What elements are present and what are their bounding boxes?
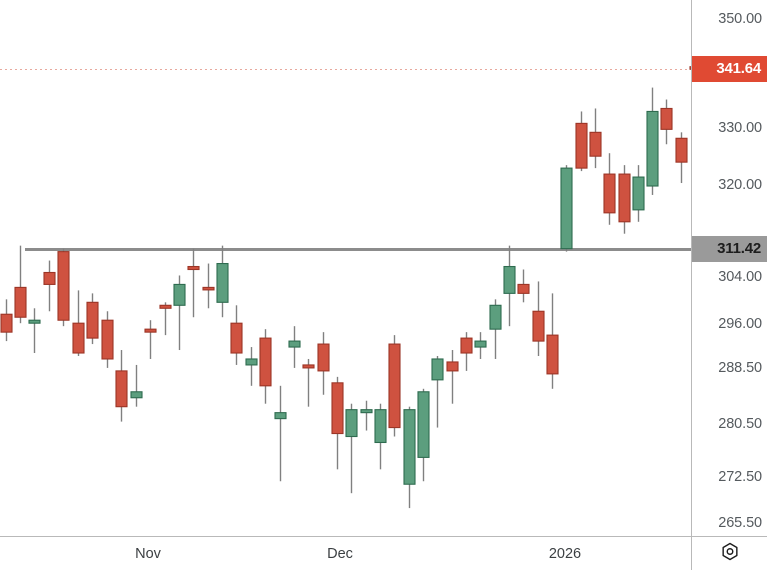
support-price-badge[interactable]: 311.42 bbox=[692, 236, 767, 263]
candle bbox=[403, 406, 416, 509]
time-axis[interactable]: Nov Dec 2026 bbox=[0, 536, 691, 570]
time-tick-label: Nov bbox=[135, 546, 161, 562]
candle bbox=[546, 293, 559, 389]
candle bbox=[618, 165, 631, 234]
price-tick-label: 320.00 bbox=[718, 177, 762, 193]
candle bbox=[431, 355, 444, 428]
candle bbox=[86, 293, 99, 345]
candle bbox=[417, 388, 430, 482]
plot-area[interactable] bbox=[0, 0, 691, 536]
candle bbox=[43, 260, 56, 312]
candle bbox=[159, 302, 172, 336]
time-tick-label: Dec bbox=[327, 546, 353, 562]
candle bbox=[560, 165, 573, 252]
candle bbox=[474, 332, 487, 359]
candle bbox=[14, 245, 27, 324]
candle bbox=[689, 66, 691, 70]
candle bbox=[603, 153, 616, 225]
price-tick-label: 296.00 bbox=[718, 316, 762, 332]
candle bbox=[28, 308, 41, 354]
price-tick-label: 330.00 bbox=[718, 120, 762, 136]
candle-series bbox=[0, 66, 691, 509]
candle bbox=[360, 400, 373, 431]
candle bbox=[0, 299, 13, 342]
candle bbox=[259, 329, 272, 404]
candle bbox=[660, 99, 673, 145]
candle bbox=[632, 165, 645, 222]
candle bbox=[101, 311, 114, 368]
candle bbox=[72, 290, 85, 356]
candle bbox=[245, 347, 258, 386]
price-tick-label: 265.50 bbox=[718, 515, 762, 531]
candle bbox=[202, 263, 215, 309]
price-tick-label: 288.50 bbox=[718, 360, 762, 376]
support-level-line[interactable] bbox=[25, 248, 691, 251]
candle bbox=[374, 403, 387, 470]
candle bbox=[388, 335, 401, 437]
candle bbox=[589, 108, 602, 169]
candle bbox=[345, 403, 358, 494]
candle bbox=[130, 364, 143, 407]
candle bbox=[302, 358, 315, 407]
price-tick-label: 272.50 bbox=[718, 469, 762, 485]
time-tick-label: 2026 bbox=[548, 546, 582, 562]
candle bbox=[575, 111, 588, 172]
candle bbox=[187, 248, 200, 318]
candle bbox=[317, 332, 330, 395]
last-price-dotted-line bbox=[0, 69, 691, 70]
candle bbox=[532, 281, 545, 356]
candle bbox=[489, 299, 502, 359]
candle bbox=[230, 305, 243, 365]
candle bbox=[216, 245, 229, 318]
candle bbox=[460, 332, 473, 371]
candle bbox=[517, 269, 530, 303]
price-tick-label: 280.50 bbox=[718, 416, 762, 432]
candle bbox=[331, 376, 344, 470]
candle bbox=[446, 350, 459, 404]
candle bbox=[675, 132, 688, 184]
price-axis[interactable]: 350.00 330.00 320.00 304.00 296.00 288.50 280.… bbox=[691, 0, 767, 536]
candle bbox=[503, 245, 516, 327]
axis-corner[interactable] bbox=[691, 536, 767, 570]
candle bbox=[646, 87, 659, 195]
price-tick-label: 350.00 bbox=[718, 11, 762, 27]
candle bbox=[274, 385, 287, 482]
last-price-badge[interactable]: 341.64 bbox=[692, 55, 767, 82]
price-tick-label: 304.00 bbox=[718, 269, 762, 285]
candle bbox=[288, 326, 301, 368]
candle bbox=[115, 350, 128, 422]
candle bbox=[144, 320, 157, 359]
candle bbox=[57, 248, 70, 327]
gear-hex-icon[interactable] bbox=[721, 542, 740, 566]
candle bbox=[173, 275, 186, 351]
